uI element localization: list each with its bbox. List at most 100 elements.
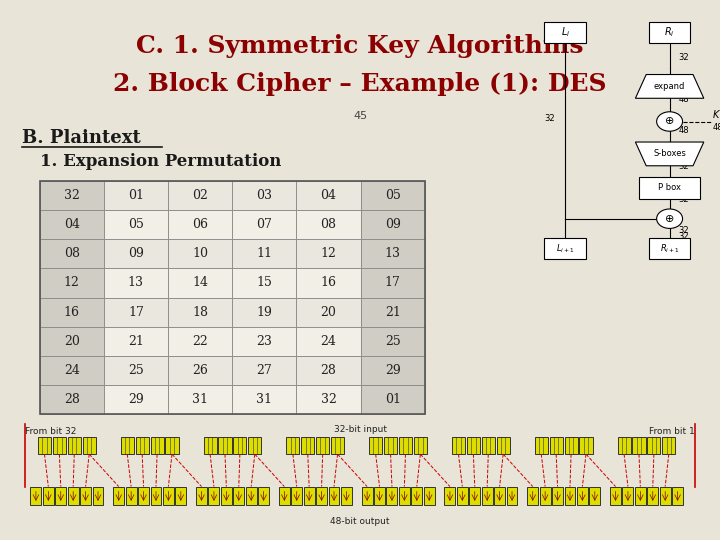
Bar xyxy=(361,356,425,385)
Bar xyxy=(104,356,168,385)
Bar xyxy=(577,487,588,505)
Circle shape xyxy=(657,209,683,228)
Bar xyxy=(104,385,168,414)
Bar xyxy=(40,239,104,268)
Text: 09: 09 xyxy=(384,218,400,231)
Bar xyxy=(233,487,244,505)
Text: $R_i$: $R_i$ xyxy=(665,25,675,39)
Text: 12: 12 xyxy=(320,247,336,260)
Text: 1. Expansion Permutation: 1. Expansion Permutation xyxy=(40,153,281,171)
Bar xyxy=(304,487,315,505)
Bar xyxy=(232,298,297,327)
Text: 32: 32 xyxy=(678,195,689,204)
Bar xyxy=(297,210,361,239)
Text: 32: 32 xyxy=(678,232,689,241)
Bar xyxy=(552,487,563,505)
Bar xyxy=(168,327,232,356)
Bar xyxy=(287,437,300,454)
Bar xyxy=(40,210,104,239)
Bar xyxy=(328,487,339,505)
Bar xyxy=(232,181,297,210)
Bar xyxy=(30,487,41,505)
Bar xyxy=(168,356,232,385)
Bar xyxy=(590,487,600,505)
Text: expand: expand xyxy=(654,82,685,91)
Bar xyxy=(647,487,658,505)
Bar xyxy=(297,181,361,210)
Bar xyxy=(80,487,91,505)
Bar xyxy=(168,210,232,239)
Bar xyxy=(662,437,675,454)
Bar xyxy=(104,298,168,327)
Bar xyxy=(150,437,163,454)
Bar xyxy=(40,327,104,356)
Bar xyxy=(369,437,382,454)
Text: 10: 10 xyxy=(192,247,208,260)
Text: 17: 17 xyxy=(384,276,400,289)
Bar xyxy=(341,487,352,505)
Text: 16: 16 xyxy=(320,276,336,289)
Bar xyxy=(68,437,81,454)
Text: 31: 31 xyxy=(192,393,208,406)
Bar xyxy=(580,437,593,454)
Bar xyxy=(672,487,683,505)
Bar xyxy=(40,181,425,414)
Text: 11: 11 xyxy=(256,247,272,260)
Bar xyxy=(361,239,425,268)
Bar xyxy=(232,385,297,414)
Bar xyxy=(297,385,361,414)
Text: 22: 22 xyxy=(192,335,208,348)
Text: 09: 09 xyxy=(128,247,144,260)
Bar xyxy=(113,487,124,505)
Bar xyxy=(279,487,289,505)
Text: ⊕: ⊕ xyxy=(665,214,675,224)
Bar xyxy=(232,356,297,385)
Bar xyxy=(527,487,538,505)
Text: 32-bit input: 32-bit input xyxy=(333,425,387,434)
Text: 25: 25 xyxy=(128,364,144,377)
Text: 32: 32 xyxy=(320,393,336,406)
Bar xyxy=(482,437,495,454)
Bar xyxy=(297,239,361,268)
Text: 32: 32 xyxy=(678,226,689,235)
Bar xyxy=(610,487,621,505)
Text: 04: 04 xyxy=(63,218,80,231)
Text: ⊕: ⊕ xyxy=(665,117,675,126)
Bar xyxy=(564,487,575,505)
Bar xyxy=(55,487,66,505)
Bar xyxy=(361,327,425,356)
Bar xyxy=(68,487,78,505)
Bar xyxy=(494,487,505,505)
Bar xyxy=(361,181,425,210)
Bar xyxy=(121,437,134,454)
Bar xyxy=(331,437,344,454)
Text: 45: 45 xyxy=(353,111,367,121)
Bar xyxy=(549,437,563,454)
Bar xyxy=(387,487,397,505)
Text: 2. Block Cipher – Example (1): DES: 2. Block Cipher – Example (1): DES xyxy=(113,72,607,96)
Text: 48: 48 xyxy=(678,95,689,104)
Bar xyxy=(361,210,425,239)
Text: 12: 12 xyxy=(64,276,80,289)
Text: 01: 01 xyxy=(384,393,401,406)
Text: 28: 28 xyxy=(64,393,80,406)
Bar xyxy=(196,487,207,505)
Bar xyxy=(544,238,586,259)
Bar xyxy=(232,239,297,268)
Text: 08: 08 xyxy=(63,247,80,260)
Text: 14: 14 xyxy=(192,276,208,289)
Bar xyxy=(232,268,297,298)
Text: 24: 24 xyxy=(320,335,336,348)
Bar xyxy=(361,298,425,327)
Text: 29: 29 xyxy=(128,393,144,406)
Text: 32: 32 xyxy=(678,53,689,62)
Bar xyxy=(411,487,422,505)
Text: C. 1. Symmetric Key Algorithms: C. 1. Symmetric Key Algorithms xyxy=(136,34,584,58)
Bar xyxy=(444,487,455,505)
Bar xyxy=(374,487,385,505)
Text: 06: 06 xyxy=(192,218,208,231)
Bar xyxy=(452,437,465,454)
Bar xyxy=(168,385,232,414)
Bar xyxy=(135,437,149,454)
Text: 05: 05 xyxy=(128,218,144,231)
